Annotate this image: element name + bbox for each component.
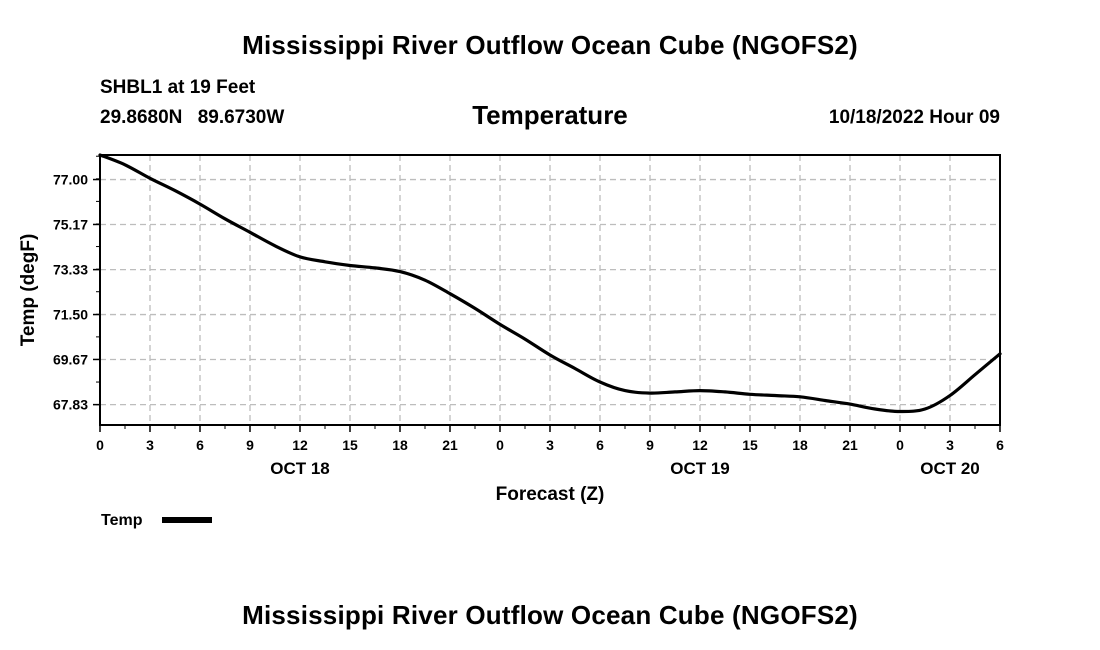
page-title: Mississippi River Outflow Ocean Cube (NG… (242, 30, 858, 60)
x-tick-label: 9 (646, 437, 654, 453)
station-latitude: 29.8680N (100, 107, 183, 128)
y-tick-label: 73.33 (53, 262, 88, 278)
x-axis-label: Forecast (Z) (496, 484, 605, 505)
plot-frame (99, 154, 1001, 426)
x-tick-label: 18 (792, 437, 808, 453)
x-tick-label: 6 (596, 437, 604, 453)
x-tick-label: 15 (342, 437, 358, 453)
y-axis-label: Temp (degF) (18, 234, 39, 347)
legend-label: Temp (101, 512, 143, 529)
page-title-repeat: Mississippi River Outflow Ocean Cube (NG… (242, 600, 858, 630)
x-date-label: OCT 19 (670, 459, 730, 478)
x-tick-label: 3 (146, 437, 154, 453)
y-tick-label: 67.83 (53, 397, 88, 413)
forecast-datetime: 10/18/2022 Hour 09 (828, 107, 1000, 128)
x-tick-label: 0 (896, 437, 904, 453)
x-tick-label: 3 (946, 437, 954, 453)
legend: Temp (101, 512, 212, 529)
x-tick-label: 3 (546, 437, 554, 453)
chart-title: Temperature (472, 100, 628, 130)
x-tick-label: 0 (96, 437, 104, 453)
grid-layer (100, 155, 1000, 425)
x-tick-label: 6 (196, 437, 204, 453)
y-tick-label: 77.00 (53, 172, 88, 188)
x-tick-label: 15 (742, 437, 758, 453)
y-tick-label: 71.50 (53, 307, 88, 323)
station-longitude: 89.6730W (197, 107, 285, 128)
station-coordinates: 29.8680N 89.6730W (100, 107, 284, 129)
x-tick-label: 6 (996, 437, 1004, 453)
temp-series-line (98, 153, 1002, 414)
x-tick-label: 12 (292, 437, 308, 453)
x-tick-label: 0 (496, 437, 504, 453)
x-date-label: OCT 20 (920, 459, 980, 478)
x-tick-label: 21 (442, 437, 458, 453)
y-tick-label: 69.67 (53, 351, 88, 367)
x-tick-label: 21 (842, 437, 858, 453)
x-tick-label: 12 (692, 437, 708, 453)
x-tick-label: 18 (392, 437, 408, 453)
labels-layer: 0 3 6 9 12 15 18 21 0 3 6 9 12 15 18 21 0 3 6 67.83 69.67 71.… (18, 172, 1004, 505)
ticks-layer (93, 155, 1001, 432)
x-tick-label: 9 (246, 437, 254, 453)
x-date-label: OCT 18 (270, 459, 330, 478)
station-label: SHBL1 at 19 Feet (100, 77, 256, 98)
y-tick-label: 75.17 (53, 216, 88, 232)
series-layer (98, 153, 1002, 414)
